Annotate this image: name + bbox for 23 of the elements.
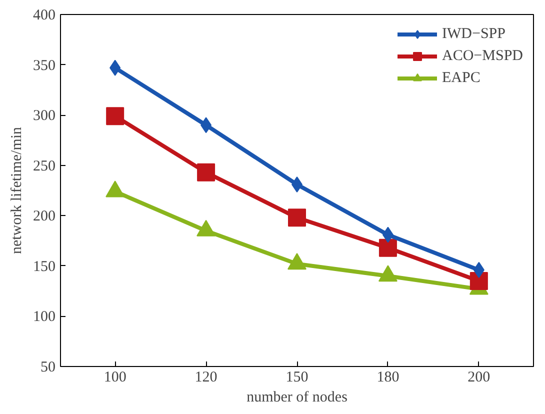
x-tick-label: 180 <box>376 370 400 386</box>
y-tick-label: 150 <box>33 258 56 275</box>
x-axis-title: number of nodes <box>246 390 348 406</box>
legend-label: EAPC <box>442 70 480 86</box>
x-tick-label: 100 <box>104 370 126 386</box>
y-tick-label: 200 <box>33 208 56 225</box>
point <box>106 107 124 126</box>
legend-label: IWD−SPP <box>442 26 506 42</box>
x-tick-label: 150 <box>286 370 308 386</box>
x-tick-label: 200 <box>468 370 490 386</box>
y-tick-label: 250 <box>33 158 56 174</box>
point <box>197 163 216 182</box>
y-tick-label: 400 <box>33 8 56 24</box>
point <box>378 238 397 257</box>
legend-label: ACO−MSPD <box>442 48 523 64</box>
y-tick-label: 50 <box>40 360 56 376</box>
x-tick-label: 120 <box>194 370 218 386</box>
point <box>288 208 306 227</box>
y-tick-label: 300 <box>33 108 56 124</box>
y-tick-label: 350 <box>33 58 56 74</box>
y-tick-label: 100 <box>33 309 56 326</box>
point <box>470 272 488 290</box>
y-axis-title: network lifetime/min <box>9 126 25 254</box>
